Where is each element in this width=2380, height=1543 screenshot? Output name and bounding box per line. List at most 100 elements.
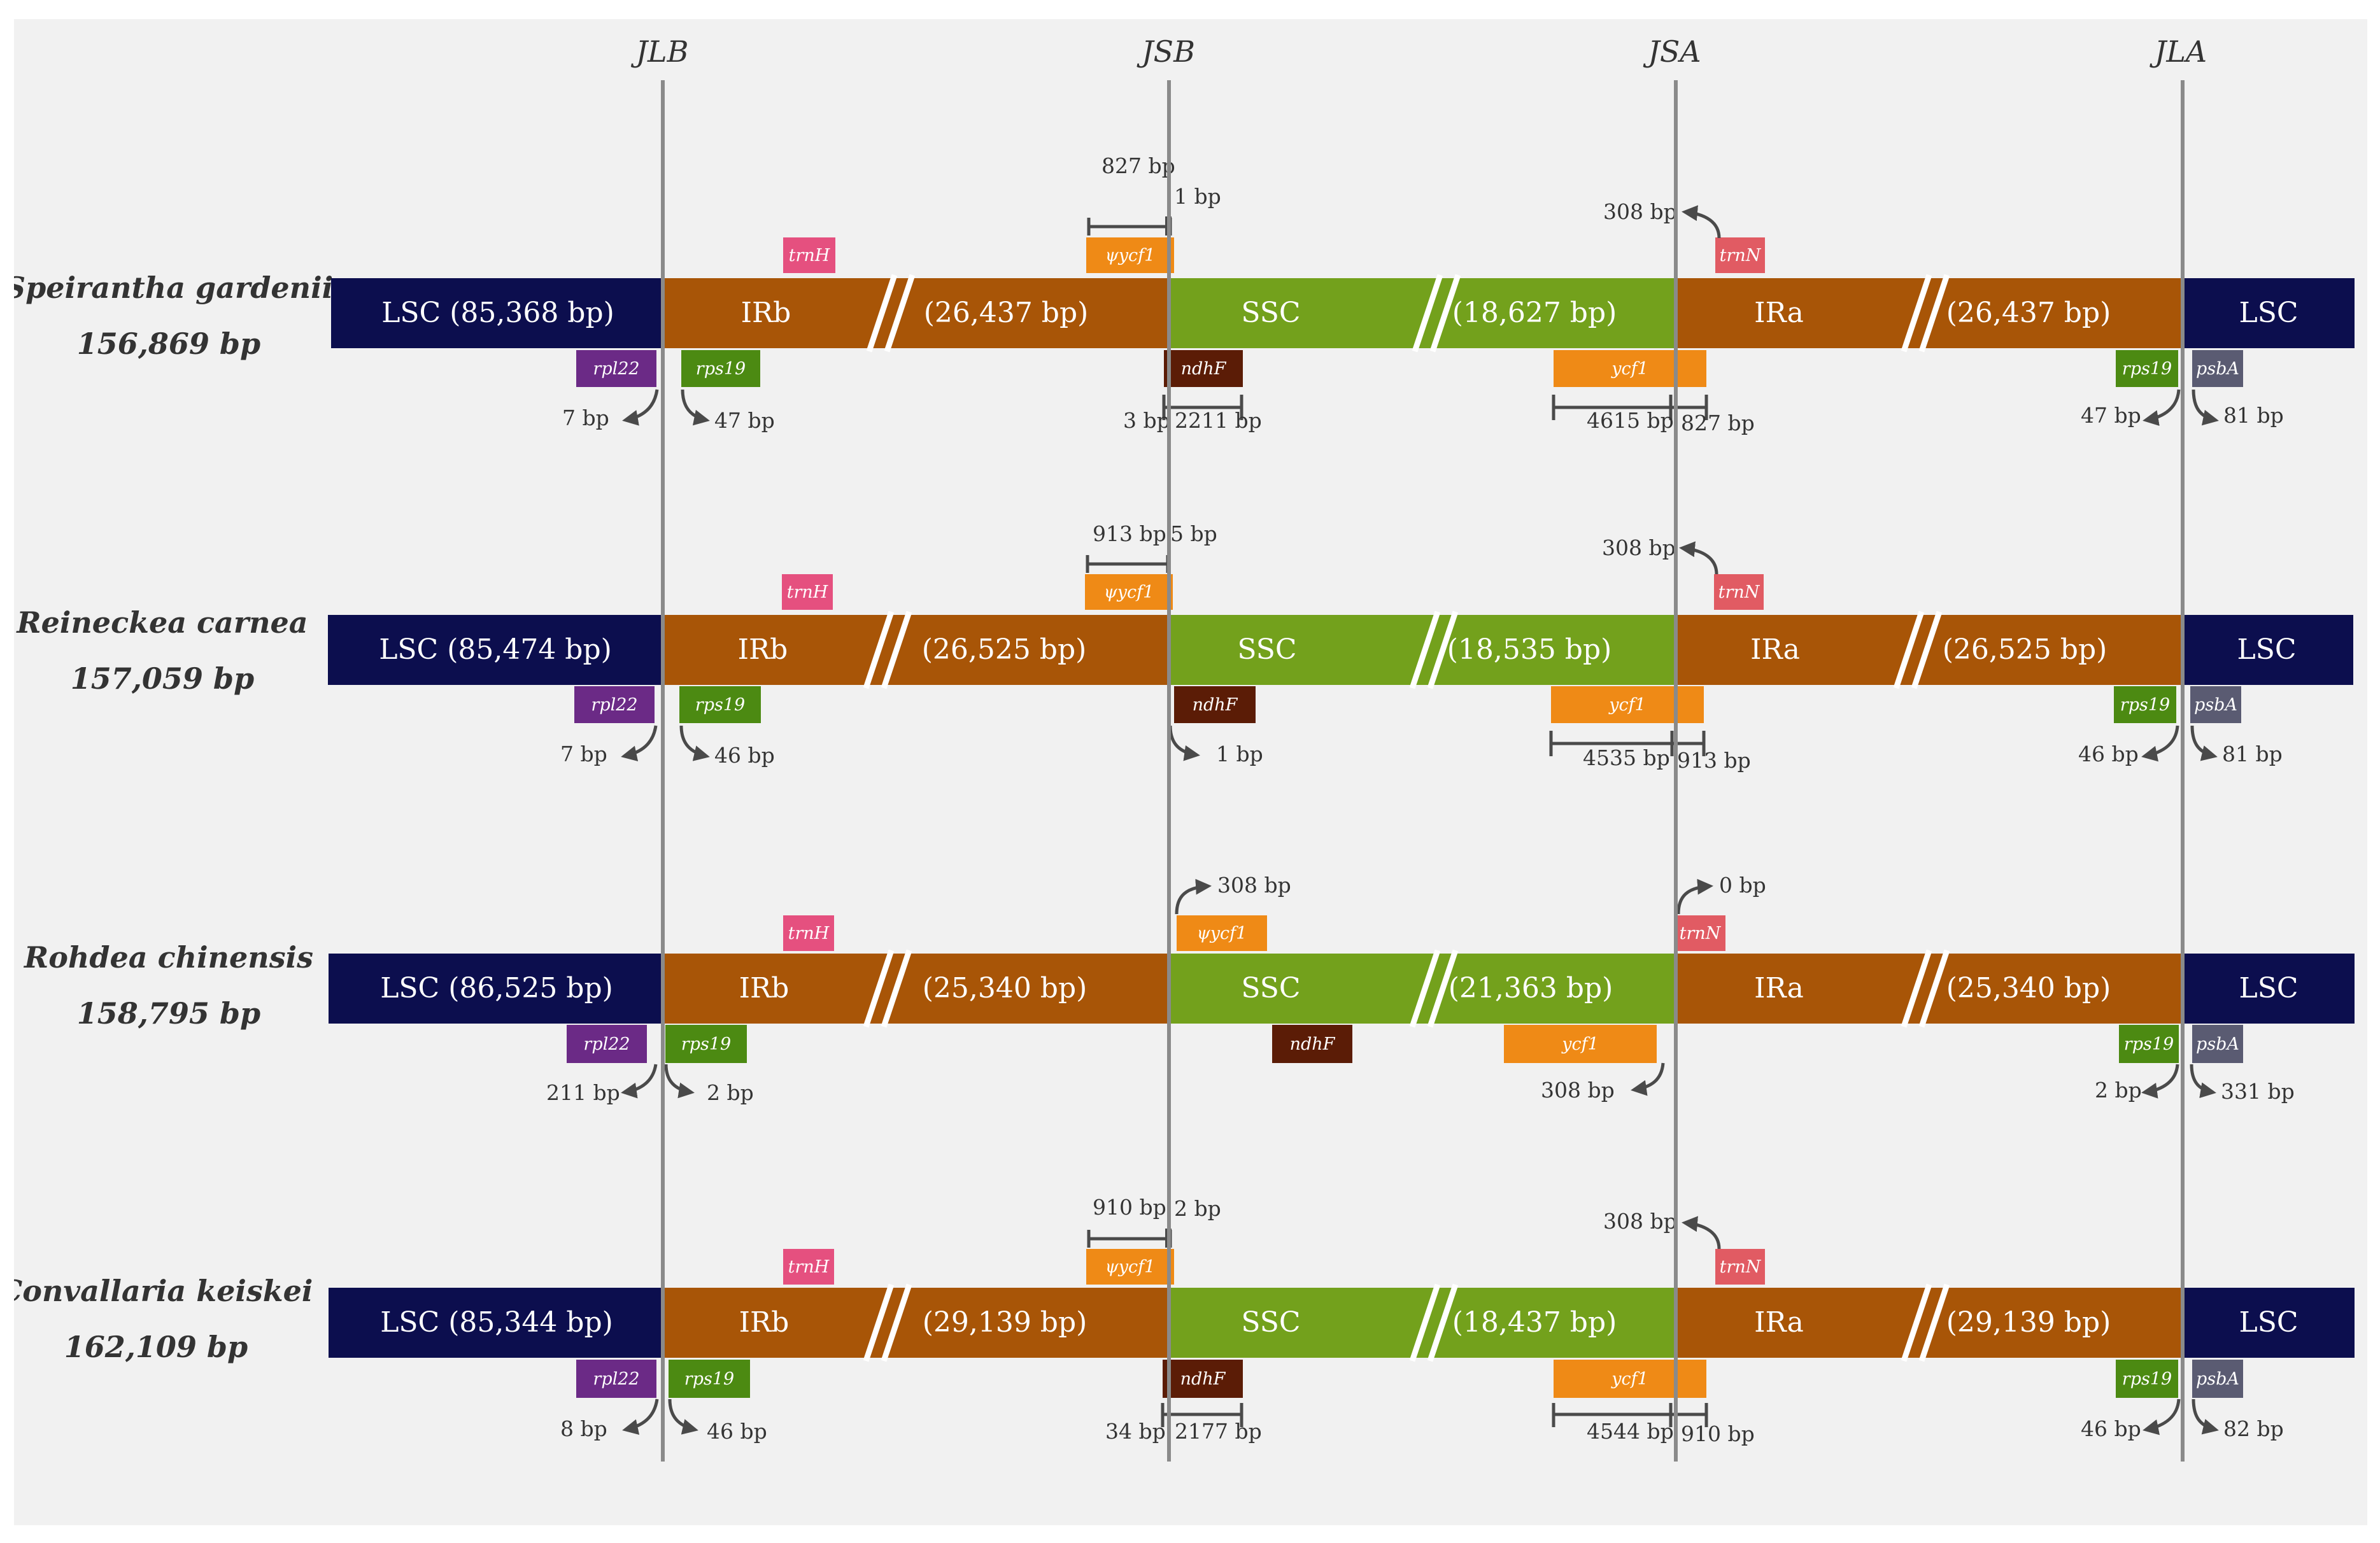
psi-ycf1-gene — [1085, 574, 1173, 610]
lsc-label: LSC (85,344 bp) — [380, 1306, 613, 1339]
bp-label: 910 bp — [1681, 1421, 1755, 1446]
species-row: Speirantha gardenii 156,869 bp LSC (85,3… — [14, 153, 2355, 435]
gene-label: rps19 — [684, 1369, 734, 1389]
gene-label: ndhF — [1181, 359, 1227, 379]
gene-label: trnH — [787, 582, 828, 602]
junction-lines — [661, 80, 2185, 1462]
bp-label: 827 bp — [1681, 411, 1755, 435]
bp-label: 1 bp — [1216, 742, 1263, 766]
irb-label: IRb — [739, 1306, 790, 1339]
gene-label: ψycf1 — [1197, 924, 1247, 943]
ira-label: IRa — [1754, 297, 1804, 329]
break-marks — [866, 274, 1950, 353]
bp-label: 47 bp — [714, 408, 775, 433]
lsc-end-region — [2183, 954, 2355, 1024]
trnH-gene — [783, 1249, 834, 1285]
gene-label: rps19 — [696, 359, 746, 379]
gene-label: rpl22 — [593, 359, 639, 379]
lsc-end-region — [2183, 278, 2355, 348]
ndhF-gene — [1174, 686, 1256, 723]
bp-label: 913 bp — [1677, 748, 1751, 773]
bp-label: 308 bp — [1603, 1209, 1677, 1234]
gene-label: rpl22 — [583, 1034, 630, 1054]
junction-label-jla: JLA — [2150, 34, 2207, 69]
gene-label: psbA — [2194, 695, 2237, 715]
bp-label: 4535 bp — [1583, 745, 1670, 770]
bp-label: 82 bp — [2223, 1416, 2284, 1441]
junction-labels: JLB JSB JSA JLA — [631, 34, 2207, 69]
ssc-label: SSC — [1241, 1306, 1300, 1339]
trnH-gene — [782, 574, 833, 610]
bp-label: 5 bp — [1170, 521, 1217, 546]
psbA-gene — [2192, 1025, 2243, 1063]
gene-label: psbA — [2196, 359, 2239, 379]
gene-label: psbA — [2196, 1369, 2239, 1389]
rps19-gene — [665, 1025, 747, 1063]
trnN-gene — [1675, 915, 1725, 951]
rps19-gene — [679, 686, 761, 723]
bp-label: 331 bp — [2221, 1079, 2295, 1104]
ira-length: (26,437 bp) — [1946, 297, 2111, 329]
ssc-label: SSC — [1241, 972, 1300, 1004]
gene-label: ψycf1 — [1104, 582, 1154, 602]
bp-label: 46 bp — [707, 1419, 767, 1444]
bp-label: 4615 bp — [1587, 408, 1674, 433]
gene-label: rps19 — [2122, 359, 2172, 379]
psi-ycf1-gene — [1086, 1249, 1174, 1285]
trnH-gene — [783, 237, 835, 273]
ycf1-gene — [1551, 686, 1704, 723]
rpl22-gene — [574, 686, 655, 723]
bp-label: 2177 bp — [1175, 1419, 1262, 1444]
bp-label: 2 bp — [707, 1080, 754, 1105]
lsc-label: LSC (85,474 bp) — [379, 633, 612, 666]
lsc-region — [331, 278, 663, 348]
bp-label: 46 bp — [2081, 1416, 2141, 1441]
species-name: Reineckea carnea — [15, 605, 308, 640]
bp-label: 7 bp — [562, 405, 609, 430]
lsc-region — [329, 954, 663, 1024]
gene-label: rps19 — [695, 695, 745, 715]
irb-label: IRb — [739, 972, 790, 1004]
bp-label: 211 bp — [546, 1080, 620, 1105]
bp-label: 308 bp — [1217, 873, 1291, 898]
lsc-end-label: LSC — [2239, 297, 2298, 329]
bp-label: 81 bp — [2223, 403, 2284, 428]
lsc-region — [329, 1288, 663, 1358]
gene-label: ndhF — [1180, 1369, 1226, 1389]
break-marks — [863, 949, 1950, 1028]
species-row: Rohdea chinensis 158,795 bp LSC (86,525 … — [23, 873, 2355, 1105]
ssc-label: SSC — [1237, 633, 1296, 666]
ssc-label: SSC — [1241, 297, 1300, 329]
rps19-gene — [2116, 1360, 2178, 1398]
genome-length: 162,109 bp — [64, 1330, 248, 1364]
gene-label: ψycf1 — [1105, 246, 1156, 265]
gene-label: trnH — [789, 246, 830, 265]
gene-label: ndhF — [1290, 1034, 1336, 1054]
break-marks — [863, 610, 1943, 689]
gene-label: rps19 — [2120, 695, 2170, 715]
rps19-gene — [669, 1360, 750, 1398]
gene-label: rps19 — [2122, 1369, 2172, 1389]
gene-label: trnN — [1680, 924, 1722, 943]
ir-boundary-diagram: JLB JSB JSA JLA Speirantha gardenii 156,… — [14, 34, 2355, 1462]
gene-label: ycf1 — [1611, 359, 1648, 379]
gene-label: trnH — [788, 1257, 830, 1277]
bp-label: 827 bp — [1101, 153, 1175, 178]
psbA-gene — [2192, 350, 2243, 387]
rps19-gene — [681, 350, 760, 387]
ndhF-gene — [1164, 350, 1243, 387]
bp-label: 47 bp — [2081, 403, 2141, 428]
trnN-gene — [1714, 574, 1764, 610]
gene-label: trnH — [788, 924, 830, 943]
ira-label: IRa — [1754, 1306, 1804, 1339]
rps19-gene — [2114, 686, 2176, 723]
diagram-panel: JLB JSB JSA JLA Speirantha gardenii 156,… — [14, 19, 2367, 1525]
ycf1-gene — [1504, 1025, 1657, 1063]
bp-label: 34 bp — [1105, 1419, 1166, 1444]
gene-label: trnN — [1720, 1257, 1762, 1277]
rps19-gene — [2119, 1025, 2179, 1063]
bp-label: 308 bp — [1541, 1078, 1615, 1103]
gene-label: rpl22 — [593, 1369, 639, 1389]
irb-length: (26,437 bp) — [924, 297, 1089, 329]
psi-ycf1-gene — [1177, 915, 1267, 951]
